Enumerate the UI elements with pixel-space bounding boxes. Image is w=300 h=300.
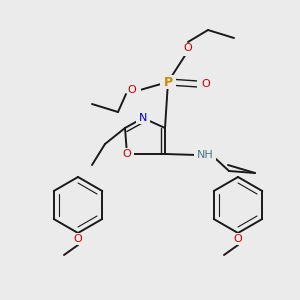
Text: NH: NH [196,150,213,160]
Bar [127,84,141,96]
Text: N: N [139,113,147,123]
Bar [197,78,211,90]
Bar [71,233,85,245]
Bar [160,75,176,89]
Text: P: P [164,76,172,88]
Text: O: O [74,234,82,244]
Bar [231,233,245,245]
Text: O: O [184,43,192,53]
Bar [120,148,134,160]
Text: O: O [123,149,131,159]
Text: O: O [202,79,210,89]
Text: O: O [234,234,242,244]
Bar [194,148,216,161]
Bar [136,112,150,124]
Bar [179,44,193,56]
Text: O: O [128,85,136,95]
